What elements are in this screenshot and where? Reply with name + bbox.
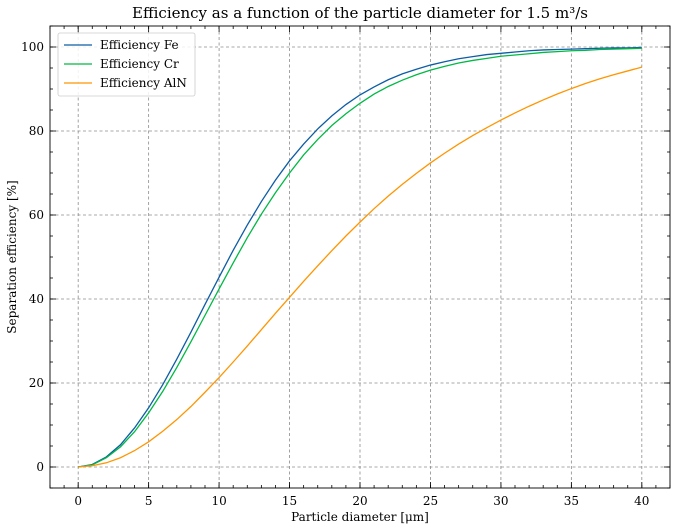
legend-label: Efficiency AlN	[100, 76, 187, 90]
chart-title: Efficiency as a function of the particle…	[132, 4, 588, 22]
legend-label: Efficiency Cr	[100, 57, 179, 71]
y-tick-label: 60	[29, 208, 44, 222]
legend-box	[57, 32, 196, 97]
x-tick-label: 30	[493, 494, 508, 508]
axis-ticks: 0 5 10 15 20 25 30 35 40 0 20 40 60 80 100	[21, 25, 671, 508]
y-tick-label: 40	[29, 292, 44, 306]
x-tick-label: 5	[145, 494, 153, 508]
series-lines	[78, 46, 642, 468]
series-line-efficiency-fe	[78, 46, 642, 468]
x-tick-label: 40	[634, 494, 649, 508]
series-line-efficiency-aln	[78, 66, 642, 468]
x-tick-label: 0	[74, 494, 82, 508]
series-line-efficiency-cr	[78, 47, 642, 468]
y-tick-label: 80	[29, 124, 44, 138]
plot-frame	[49, 25, 671, 489]
legend: Efficiency Fe Efficiency Cr Efficiency AlN	[57, 32, 196, 97]
y-axis-label: Separation efficiency [%]	[5, 180, 19, 333]
x-tick-label: 35	[564, 494, 579, 508]
x-tick-label: 10	[211, 494, 226, 508]
y-tick-label: 0	[36, 460, 44, 474]
x-tick-label: 25	[423, 494, 438, 508]
x-tick-label: 15	[282, 494, 297, 508]
grid	[50, 26, 670, 488]
legend-label: Efficiency Fe	[100, 38, 179, 52]
y-tick-label: 20	[29, 376, 44, 390]
x-tick-label: 20	[352, 494, 367, 508]
y-tick-label: 100	[21, 40, 44, 54]
x-axis-label: Particle diameter [μm]	[291, 510, 429, 524]
